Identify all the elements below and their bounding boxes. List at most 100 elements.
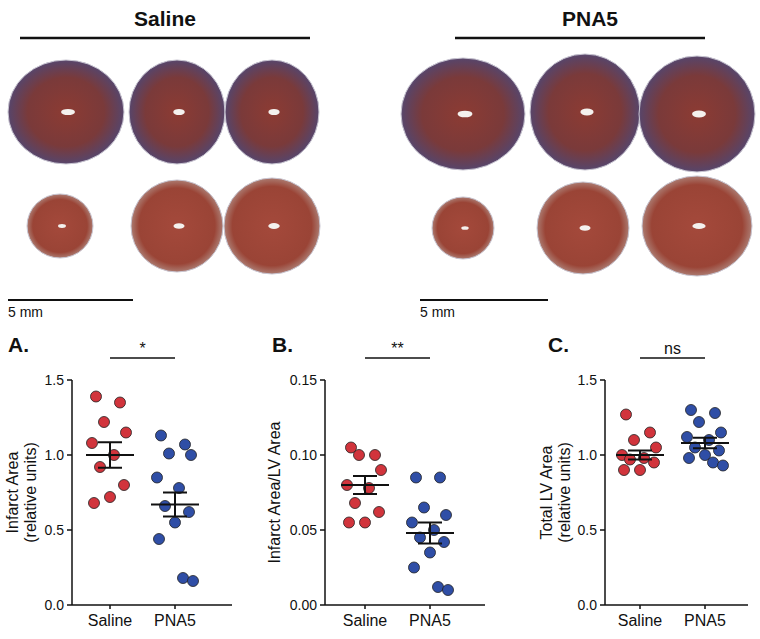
x-tick <box>639 605 641 609</box>
heart-lumen <box>173 223 184 229</box>
x-tick <box>109 605 111 609</box>
y-tick <box>320 379 325 381</box>
heart-section <box>530 54 640 170</box>
significance-label: ** <box>391 340 403 357</box>
y-tick-label: 0.15 <box>290 372 317 388</box>
error-cap <box>98 441 122 443</box>
point <box>350 498 361 509</box>
point <box>407 517 418 528</box>
heart-section <box>224 178 320 274</box>
point <box>188 576 199 587</box>
point <box>186 450 197 461</box>
error-bar <box>704 438 706 449</box>
point <box>439 537 450 548</box>
chart: B.Infarct Area/LV Area0.000.050.100.15Sa… <box>266 333 485 629</box>
y-tick-label: 1.5 <box>578 372 598 388</box>
point <box>360 517 371 528</box>
error-cap <box>163 516 187 518</box>
point <box>686 405 697 416</box>
y-axis <box>71 380 73 605</box>
point <box>435 472 446 483</box>
x-axis <box>605 604 748 606</box>
heart-lumen <box>579 225 590 231</box>
point <box>105 492 116 503</box>
photo-group: Saline 5 mm <box>8 7 320 320</box>
chart: A.Infarct Area(relative units)0.00.51.01… <box>4 333 232 629</box>
point <box>160 501 171 512</box>
heart-lumen <box>692 223 705 229</box>
y-tick <box>320 604 325 606</box>
heart-section <box>642 176 752 276</box>
error-cap <box>418 522 442 524</box>
heart-lumen <box>580 109 593 116</box>
point <box>443 585 454 596</box>
x-tick-label: PNA5 <box>409 612 451 629</box>
heart-section <box>401 58 525 170</box>
point <box>370 450 381 461</box>
scale-bar-label: 5 mm <box>8 304 43 320</box>
point <box>425 547 436 558</box>
y-tick <box>67 454 72 456</box>
point <box>152 472 163 483</box>
panel-letter: A. <box>8 333 29 356</box>
heart-lumen <box>461 226 468 230</box>
y-tick <box>67 379 72 381</box>
significance-bracket <box>110 357 175 359</box>
point <box>180 439 191 450</box>
x-tick-label: PNA5 <box>154 612 196 629</box>
x-tick <box>429 605 431 609</box>
marks <box>341 442 454 596</box>
point <box>718 460 729 471</box>
error-bar <box>109 442 111 468</box>
heart-lumen <box>173 109 185 115</box>
y-tick-label: 0.10 <box>290 447 317 463</box>
heart-lumen <box>268 223 280 229</box>
axis-title: (relative units) <box>22 442 39 542</box>
y-tick <box>600 604 605 606</box>
point <box>710 408 721 419</box>
y-tick <box>67 604 72 606</box>
error-cap <box>163 492 187 494</box>
y-tick <box>600 529 605 531</box>
point <box>409 562 420 573</box>
significance-label: ns <box>664 340 681 357</box>
y-tick-label: 0.0 <box>578 597 598 613</box>
x-tick-label: Saline <box>618 612 663 629</box>
point <box>119 480 130 491</box>
heart-lumen <box>58 224 66 228</box>
x-tick-label: Saline <box>343 612 388 629</box>
error-cap <box>628 450 652 452</box>
photo-title: Saline <box>134 7 196 30</box>
heart-lumen <box>268 109 279 115</box>
error-cap <box>98 467 122 469</box>
y-tick-label: 1.0 <box>45 447 65 463</box>
point <box>156 430 167 441</box>
y-tick-label: 0.5 <box>45 522 65 538</box>
point <box>621 409 632 420</box>
y-tick-label: 0.0 <box>45 597 65 613</box>
x-tick-label: Saline <box>88 612 133 629</box>
point <box>419 502 430 513</box>
y-tick-label: 1.0 <box>578 447 598 463</box>
point <box>99 417 110 428</box>
y-tick-label: 1.5 <box>45 372 65 388</box>
point <box>411 472 422 483</box>
error-bar <box>364 476 366 494</box>
point <box>708 457 719 468</box>
panel-letter: B. <box>272 333 293 356</box>
point <box>164 448 175 459</box>
point <box>441 510 452 521</box>
heart-section <box>537 182 629 274</box>
figure: Saline5 mmPNA55 mmA.Infarct Area(relativ… <box>0 0 760 639</box>
axis-title: Infarct Area/LV Area <box>266 421 283 563</box>
point <box>645 427 656 438</box>
chart: C.Total LV Area(relative units)0.00.51.0… <box>538 333 748 629</box>
point <box>629 435 640 446</box>
point <box>374 507 385 518</box>
error-bar <box>174 493 176 517</box>
point <box>178 573 189 584</box>
scale-bar-label: 5 mm <box>420 304 455 320</box>
error-cap <box>693 447 717 449</box>
error-cap <box>628 459 652 461</box>
y-tick-label: 0.00 <box>290 597 317 613</box>
